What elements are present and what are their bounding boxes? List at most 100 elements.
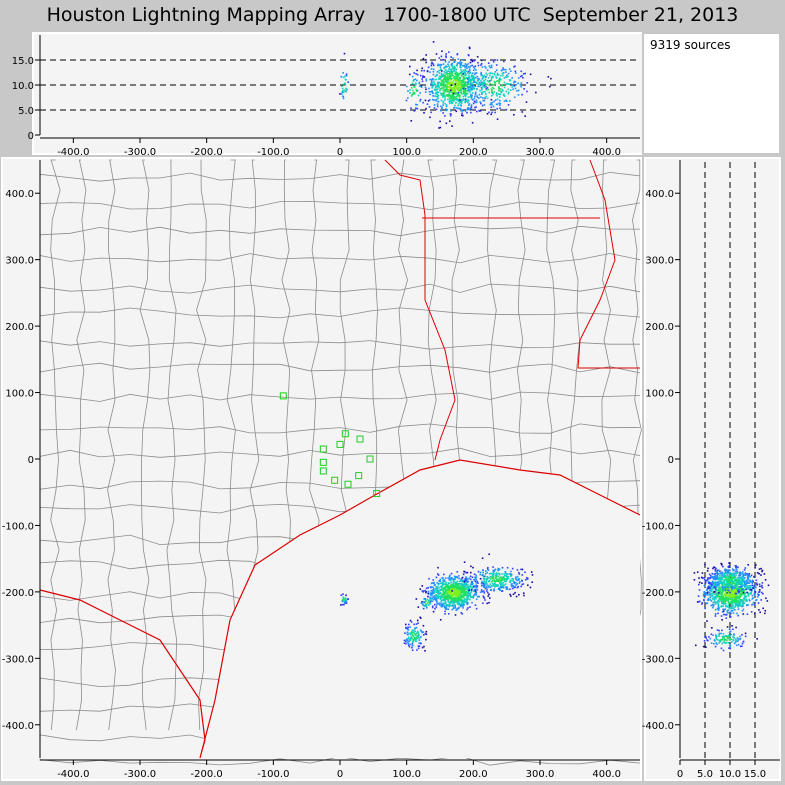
source-point: [440, 603, 442, 605]
source-point: [424, 650, 426, 652]
source-point: [499, 100, 501, 102]
source-point: [484, 91, 486, 93]
source-point: [433, 583, 435, 585]
source-point: [516, 596, 518, 598]
source-point: [471, 76, 473, 78]
source-point: [731, 598, 733, 600]
source-point: [460, 64, 462, 66]
source-point: [744, 585, 746, 587]
source-point: [446, 109, 448, 111]
source-point: [471, 88, 473, 90]
source-point: [471, 104, 473, 106]
x-tick-label: 0: [337, 147, 343, 158]
source-point: [439, 121, 441, 123]
source-point: [504, 578, 506, 580]
source-point: [721, 593, 723, 595]
source-point: [480, 591, 482, 593]
source-point: [735, 640, 737, 642]
source-point: [447, 63, 449, 65]
source-point: [437, 586, 439, 588]
source-point: [447, 75, 449, 77]
source-point: [760, 599, 762, 601]
source-point: [425, 59, 427, 61]
source-point: [482, 66, 484, 68]
source-point: [469, 66, 471, 68]
source-point: [487, 592, 489, 594]
source-point: [432, 586, 434, 588]
source-point: [728, 602, 730, 604]
source-point: [448, 589, 450, 591]
source-point: [422, 591, 424, 593]
source-point: [464, 571, 466, 573]
source-point: [483, 590, 485, 592]
source-point: [341, 93, 343, 95]
source-point: [703, 594, 705, 596]
source-point: [423, 625, 425, 627]
source-point: [734, 573, 736, 575]
source-point: [731, 625, 733, 627]
source-point: [462, 601, 464, 603]
source-point: [737, 637, 739, 639]
source-point: [728, 566, 730, 568]
source-point: [491, 95, 493, 97]
source-point: [720, 640, 722, 642]
source-point: [721, 572, 723, 574]
source-point: [432, 607, 434, 609]
source-point: [342, 601, 344, 603]
source-point: [466, 67, 468, 69]
source-point: [741, 586, 743, 588]
source-point: [450, 64, 452, 66]
source-point: [483, 595, 485, 597]
source-point: [475, 591, 477, 593]
source-point: [738, 589, 740, 591]
source-point: [720, 576, 722, 578]
source-point: [489, 85, 491, 87]
source-point: [423, 70, 425, 72]
source-point: [464, 586, 466, 588]
source-point: [450, 90, 452, 92]
source-point: [445, 61, 447, 63]
source-point: [702, 572, 704, 574]
source-point: [434, 104, 436, 106]
source-point: [741, 634, 743, 636]
source-point: [714, 600, 716, 602]
source-point: [419, 85, 421, 87]
source-point: [472, 75, 474, 77]
source-point: [470, 79, 472, 81]
source-point: [475, 589, 477, 591]
source-point: [413, 92, 415, 94]
source-point: [468, 591, 470, 593]
source-point: [493, 584, 495, 586]
source-point: [410, 120, 412, 122]
source-point: [501, 573, 503, 575]
source-point: [510, 83, 512, 85]
source-point: [448, 68, 450, 70]
source-point: [465, 102, 467, 104]
source-point: [450, 56, 452, 58]
source-point: [729, 628, 731, 630]
source-point: [714, 602, 716, 604]
source-point: [431, 87, 433, 89]
source-point: [715, 583, 717, 585]
source-point: [760, 574, 762, 576]
source-point: [415, 89, 417, 91]
source-point: [704, 564, 706, 566]
source-point: [549, 86, 551, 88]
source-point: [499, 96, 501, 98]
source-point: [707, 599, 709, 601]
source-point: [729, 632, 731, 634]
source-point: [698, 584, 700, 586]
source-point: [499, 104, 501, 106]
source-point: [425, 89, 427, 91]
source-point: [446, 105, 448, 107]
source-point: [723, 614, 725, 616]
source-point: [731, 594, 733, 596]
source-point: [438, 72, 440, 74]
source-point: [484, 75, 486, 77]
source-point: [768, 585, 770, 587]
source-point: [425, 631, 427, 633]
source-point: [731, 607, 733, 609]
source-point: [491, 585, 493, 587]
source-point: [759, 591, 761, 593]
source-point: [520, 586, 522, 588]
